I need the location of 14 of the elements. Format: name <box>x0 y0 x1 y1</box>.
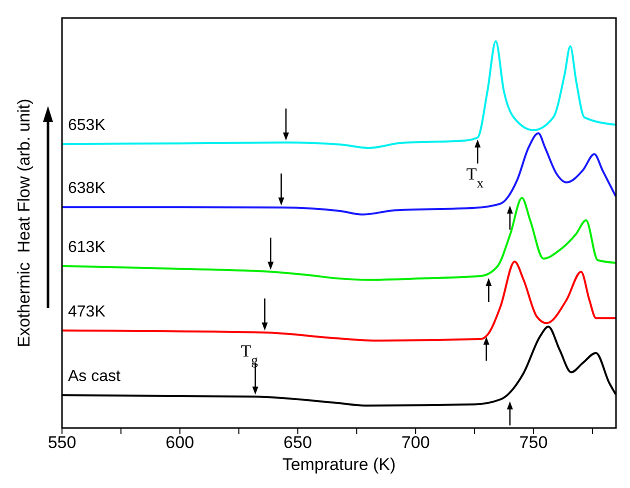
series-label: As cast <box>68 368 122 386</box>
x-tick-label: 750 <box>519 433 548 452</box>
series-label: 638K <box>68 180 106 198</box>
y-axis-title: Exothermic Heat Flow (arb. unit) <box>14 98 34 348</box>
annotation: T$_{g}$ <box>240 342 258 368</box>
x-tick-label: 700 <box>401 433 430 452</box>
x-tick-label: 550 <box>48 433 76 452</box>
series-label: 473K <box>68 304 106 321</box>
x-axis-title: Temprature (K) <box>282 455 396 474</box>
series-label: 613K <box>68 238 106 256</box>
x-tick-label: 650 <box>284 433 312 452</box>
series-label: 653K <box>68 117 106 134</box>
annotation: T$_{x}$ <box>466 164 484 190</box>
x-tick-label: 600 <box>166 433 194 452</box>
